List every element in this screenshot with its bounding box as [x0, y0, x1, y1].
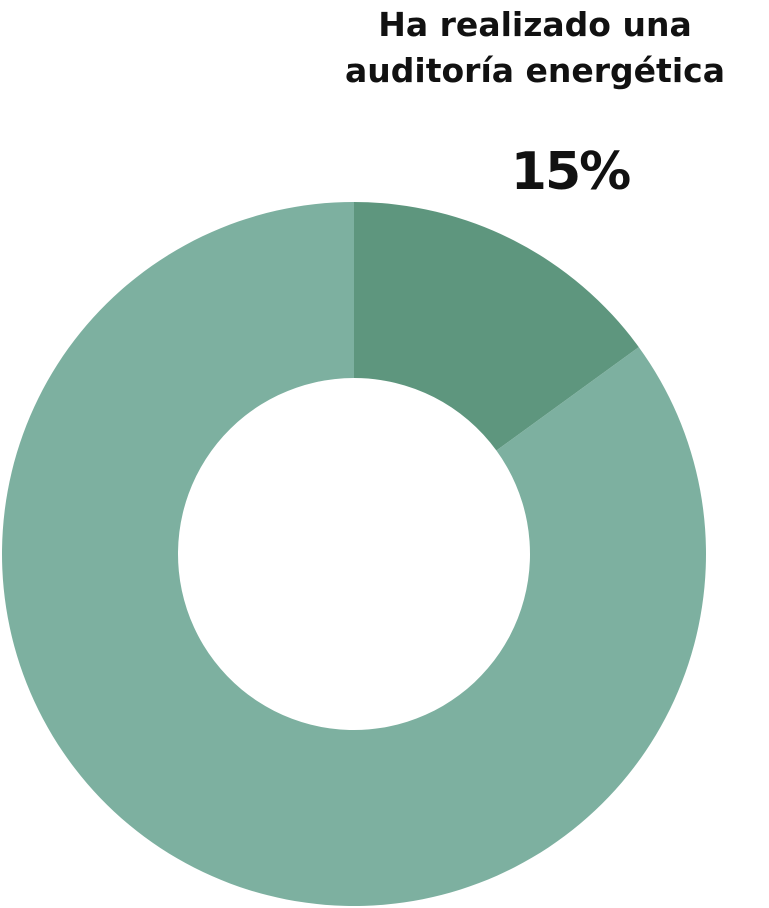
donut-slice-1: [354, 202, 639, 451]
slice-value-label: 15%: [510, 142, 631, 202]
donut-slices: [2, 202, 707, 906]
donut-slice-2: [2, 202, 707, 906]
chart-title: Ha realizado una auditoría energética: [300, 2, 769, 94]
chart-title-line-2: auditoría energética: [345, 51, 725, 90]
chart-title-line-1: Ha realizado una: [378, 5, 692, 44]
